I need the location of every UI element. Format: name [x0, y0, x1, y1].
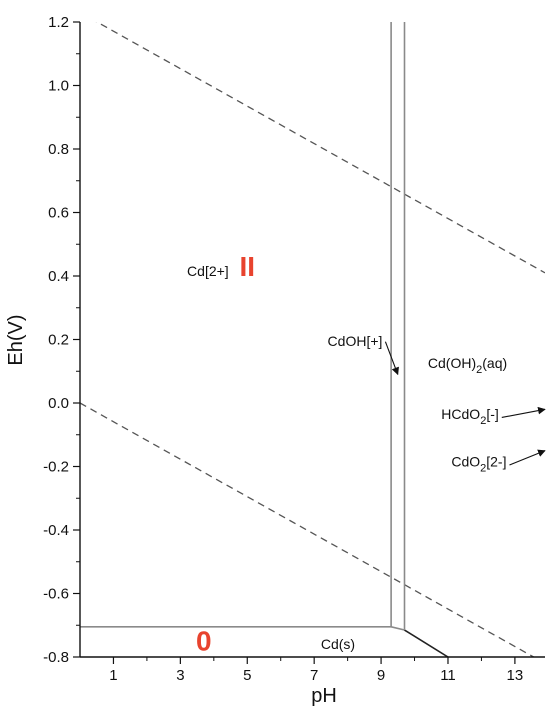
x-tick-label: 5	[243, 667, 251, 684]
species-label: CdOH[+]	[328, 333, 383, 349]
axes: 1 3 5 7 9 11 13-0.8-0.6-0.4-0.20.00.20.40.60.8…	[43, 14, 545, 684]
y-axis-title: Eh(V)	[5, 314, 27, 365]
y-tick-label: 0.4	[48, 268, 69, 285]
x-axis-title: pH	[311, 685, 337, 707]
x-tick-label: 3	[176, 667, 184, 684]
species-arrow	[501, 406, 546, 418]
x-tick-label: 13	[507, 667, 524, 684]
species-arrow	[509, 449, 546, 466]
y-tick-label: -0.8	[43, 649, 69, 666]
y-tick-label: 0.8	[48, 141, 69, 158]
y-tick-label: 1.0	[48, 78, 69, 95]
species-label: HCdO2[-]	[441, 406, 498, 427]
x-tick-label: 1	[109, 667, 117, 684]
species-arrow	[384, 341, 399, 376]
water-stability-line-2	[80, 402, 535, 657]
water-stability-line-1	[95, 22, 545, 274]
x-tick-label: 11	[440, 667, 456, 684]
oxidation-state-label: 0	[196, 626, 212, 657]
annotations-layer: Cd[2+] Cd(s) CdOH[+] Cd(OH)2(aq) HCdO2[-] CdO…	[187, 251, 546, 657]
region-label: Cd[2+]	[187, 263, 229, 279]
plot-area	[80, 22, 545, 657]
y-tick-label: -0.4	[43, 522, 69, 539]
x-tick-label: 9	[377, 667, 385, 684]
y-tick-label: 0.6	[48, 205, 69, 222]
y-tick-label: -0.6	[43, 586, 69, 603]
oxidation-state-label: II	[239, 251, 255, 282]
region-label: Cd(s)	[321, 636, 355, 652]
y-tick-label: -0.2	[43, 459, 69, 476]
x-tick-label: 7	[310, 667, 318, 684]
species-label: CdO2[2-]	[451, 454, 506, 475]
species-label: Cd(OH)2(aq)	[428, 355, 507, 376]
stability-boundary-2	[390, 626, 405, 631]
y-tick-label: 0.0	[48, 395, 69, 412]
stability-boundary-3	[404, 629, 449, 657]
y-tick-label: 1.2	[48, 14, 69, 31]
y-tick-label: 0.2	[48, 332, 69, 349]
